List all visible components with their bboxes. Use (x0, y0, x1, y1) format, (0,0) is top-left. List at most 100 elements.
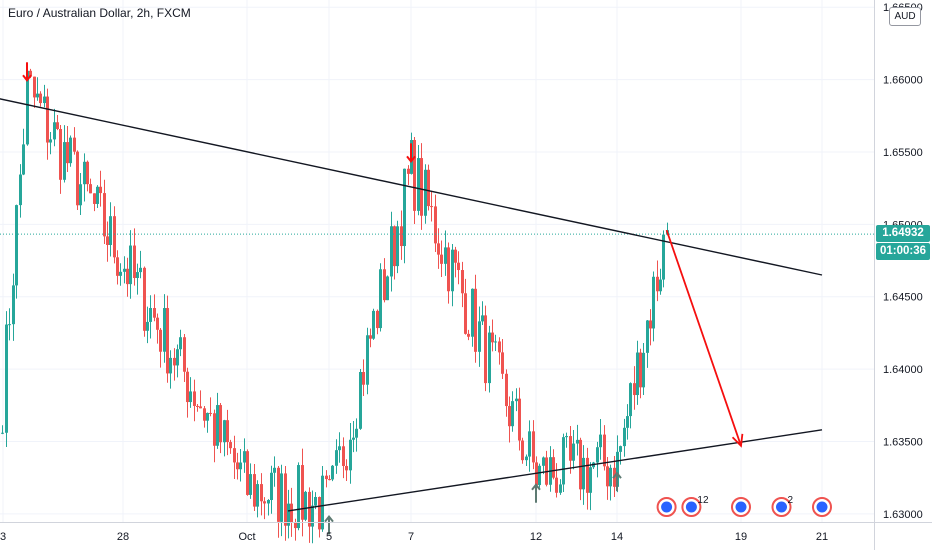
currency-button[interactable]: AUD (889, 7, 921, 26)
candle-body (318, 496, 321, 530)
candle-body (562, 437, 565, 485)
time-tick-label: Oct (238, 531, 255, 543)
candle-body (582, 457, 585, 490)
candle-body (56, 122, 59, 130)
price-tick-label: 1.66000 (883, 75, 923, 87)
candle-body (626, 416, 629, 428)
flag-center (735, 501, 747, 513)
flag-center (816, 501, 828, 513)
candle-body (260, 484, 263, 502)
candle-body (586, 457, 589, 493)
chart-title: Euro / Australian Dollar, 2h, FXCM (8, 6, 191, 20)
candle-body (136, 272, 139, 278)
flag-center (661, 501, 673, 513)
candle-body (372, 310, 375, 339)
candle-body (123, 268, 126, 272)
last-price-label: 1.64932 (876, 225, 930, 243)
lower-trendline (287, 429, 823, 512)
candle-body (273, 467, 276, 473)
candle-body (1, 432, 4, 434)
candle-body (270, 472, 273, 501)
event-badge[interactable]: 2 (771, 495, 794, 517)
candle-body (133, 245, 136, 278)
candle-body (216, 405, 219, 446)
event-badge[interactable] (656, 497, 677, 517)
candle-body (413, 140, 416, 211)
candle-body (73, 137, 76, 152)
candle-body (243, 451, 246, 463)
candle-body (437, 243, 440, 255)
candle-body (532, 431, 535, 463)
candle-body (314, 496, 317, 506)
candle-body (335, 450, 338, 466)
candle-body (129, 245, 132, 285)
candle-body (454, 249, 457, 263)
candle-body (226, 420, 229, 443)
candle-body (284, 473, 287, 526)
up-arrow-head (612, 471, 622, 479)
candle-body (424, 169, 427, 216)
candle-body (447, 247, 450, 292)
candle-body (400, 226, 403, 247)
candle-body (321, 475, 324, 530)
candle-body (484, 315, 487, 384)
bar-countdown-label: 01:00:36 (876, 243, 930, 261)
candle-body (113, 216, 116, 258)
time-tick-label: 7 (408, 531, 414, 543)
candle-body (508, 406, 511, 427)
candle-body (79, 184, 82, 206)
event-badge[interactable] (812, 497, 832, 517)
candle-body (417, 158, 420, 211)
candle-body (629, 383, 632, 417)
time-tick-label: 21 (816, 531, 828, 543)
candle-body (139, 267, 142, 273)
candle-body (396, 226, 399, 267)
candle-body (352, 437, 355, 440)
event-badges[interactable]: 12 2 (656, 495, 832, 517)
candle-body (66, 142, 69, 164)
candle-body (280, 473, 283, 522)
candle-body (193, 391, 196, 406)
candle-body (219, 405, 222, 443)
candle-body (153, 308, 156, 318)
down-arrow-head (22, 74, 32, 82)
candle-body (176, 349, 179, 366)
candle-body (366, 335, 369, 385)
candle-body (149, 308, 152, 322)
candle-body (491, 332, 494, 343)
candle-body (471, 288, 474, 337)
candle-body (606, 466, 609, 487)
candle-body (186, 371, 189, 403)
candle-body (589, 467, 592, 493)
candle-body (576, 439, 579, 444)
candle-body (159, 329, 162, 352)
candle-body (22, 144, 25, 175)
candle-body (49, 139, 52, 143)
candle-body (311, 505, 314, 527)
event-badge[interactable]: 12 (681, 495, 709, 517)
candle-body (393, 226, 396, 267)
candle-body (342, 446, 345, 466)
candle-body (369, 335, 372, 339)
candle-body (552, 457, 555, 478)
candle-body (263, 501, 266, 504)
candle-body (163, 308, 166, 352)
candle-body (93, 193, 96, 204)
candle-body (249, 474, 252, 495)
candle-body (555, 477, 558, 493)
candle-body (277, 467, 280, 522)
candle-body (189, 391, 192, 403)
candle-body (12, 285, 15, 325)
event-badge[interactable] (731, 497, 751, 517)
up-arrow-head (531, 483, 541, 491)
down-arrow-head (406, 155, 416, 163)
candle-body (633, 383, 636, 396)
candle-body (434, 206, 437, 244)
time-tick-label: 14 (611, 531, 623, 543)
candle-body (119, 271, 122, 276)
drawings (0, 62, 874, 535)
candle-body (46, 96, 49, 143)
candle-body (106, 236, 109, 245)
candle-body (390, 226, 393, 277)
